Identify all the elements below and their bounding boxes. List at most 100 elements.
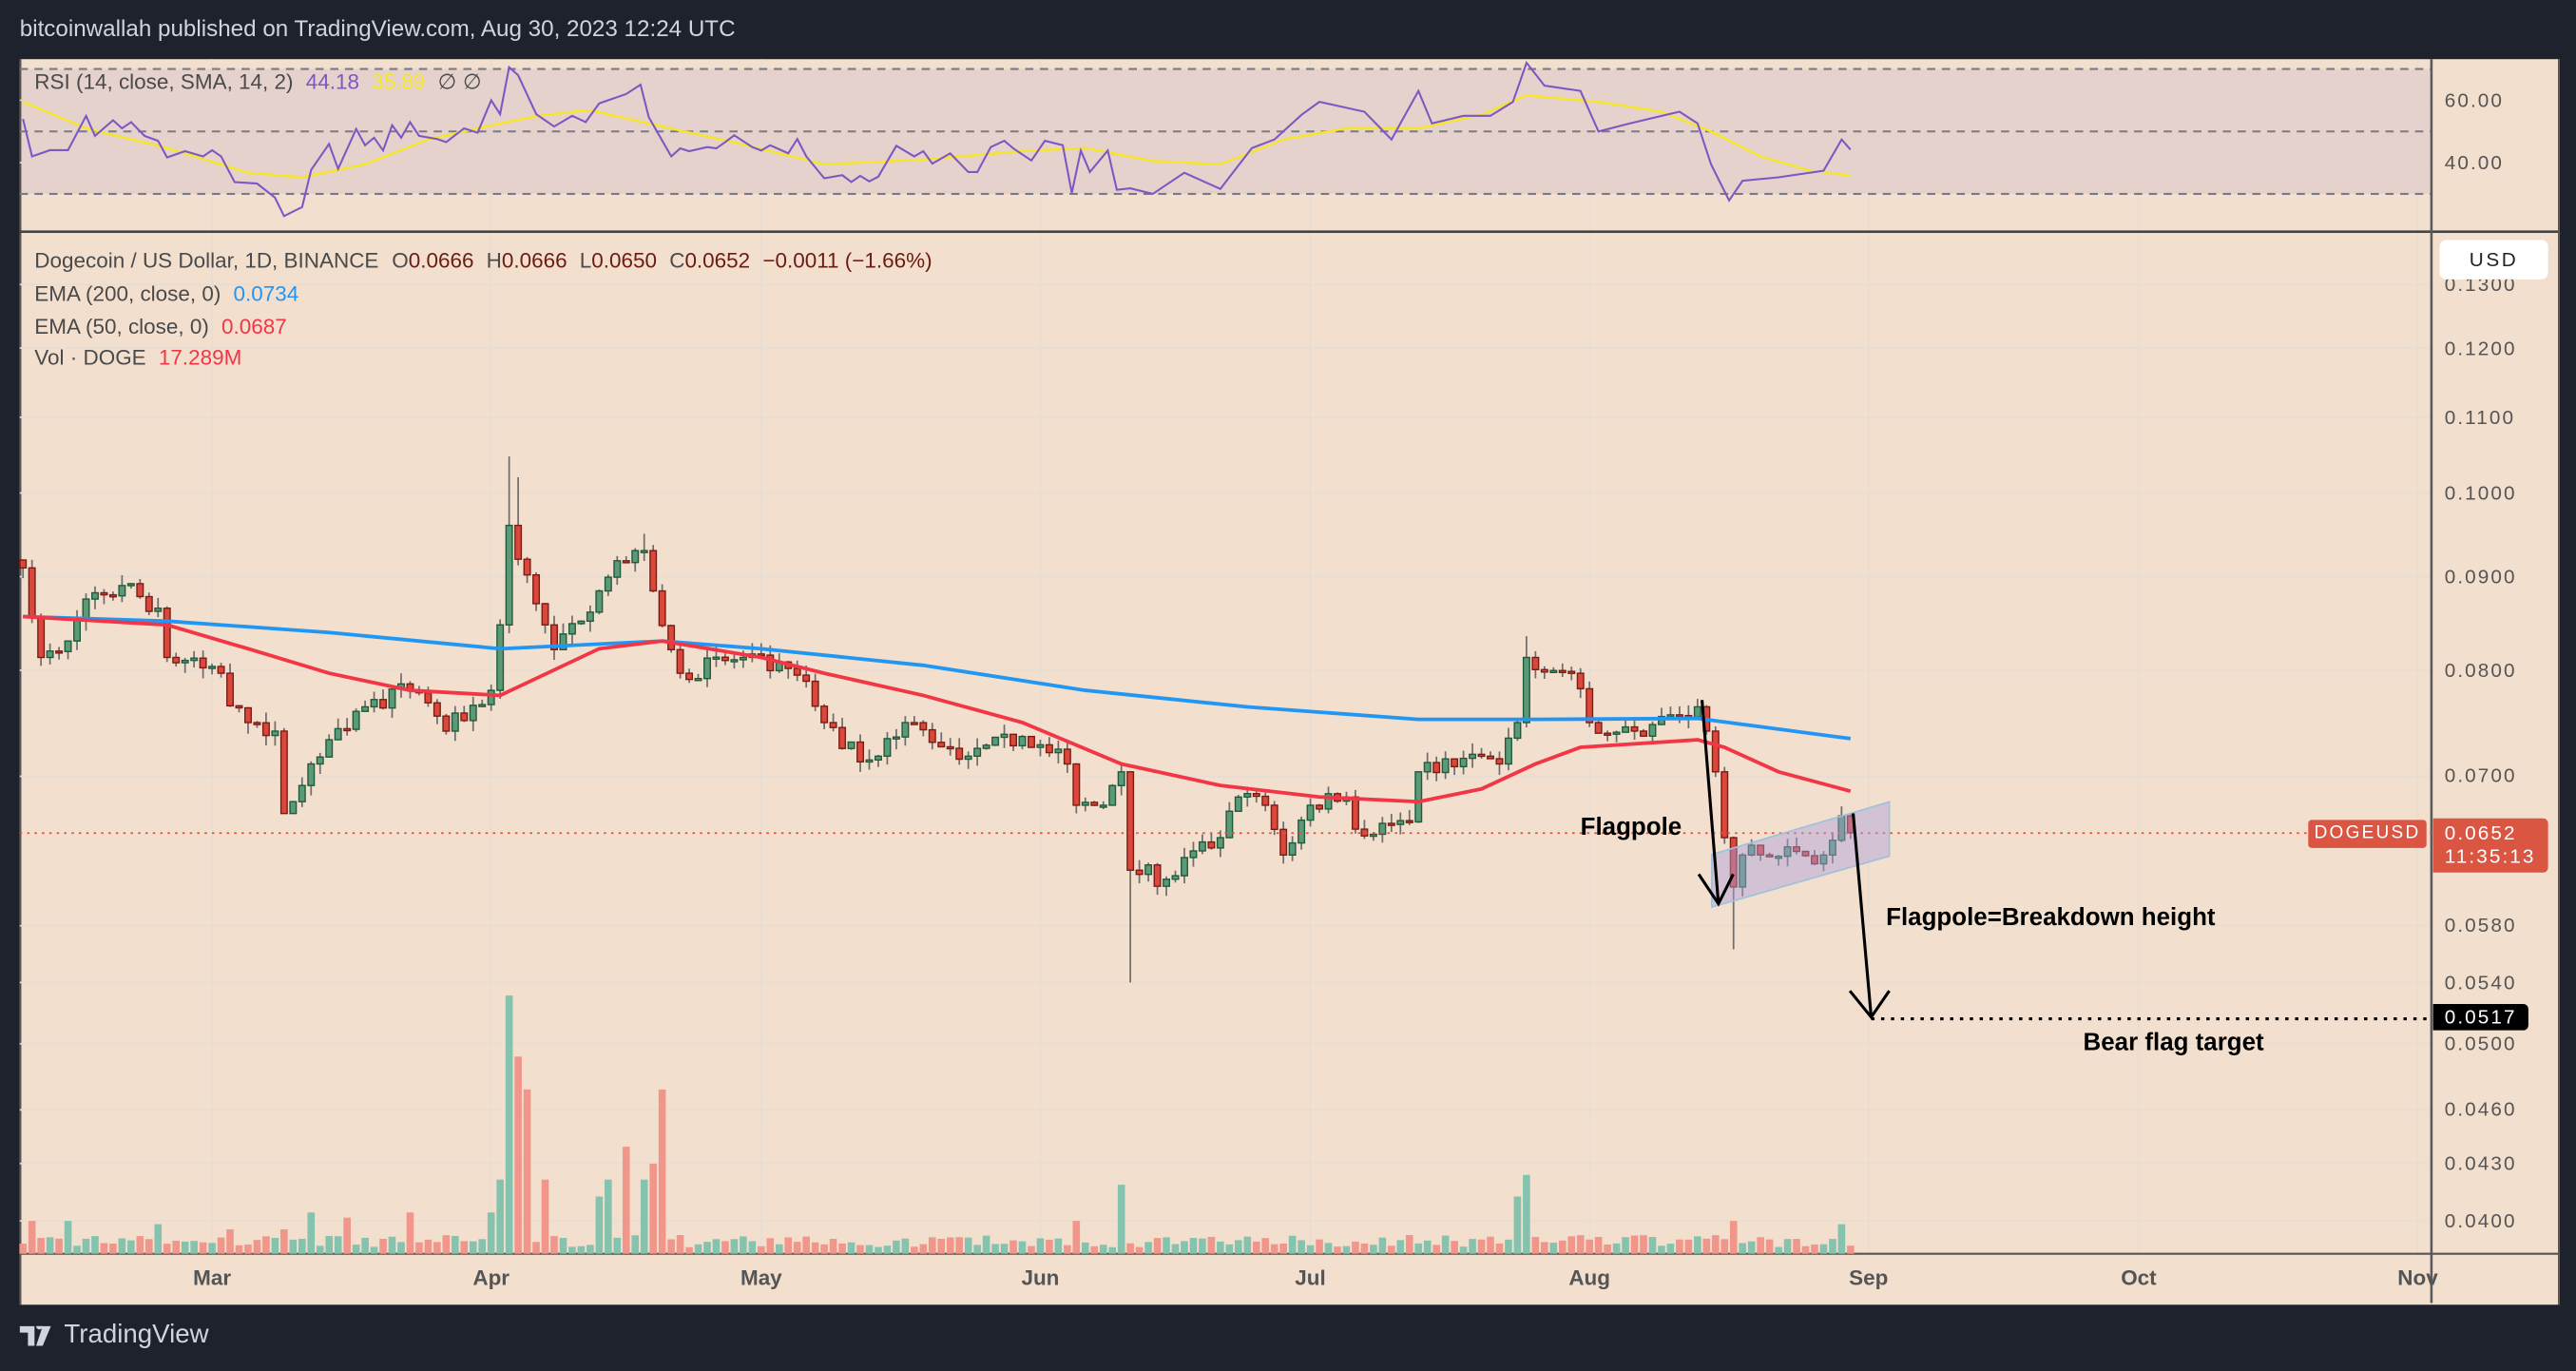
- target-price-label: 0.0517: [2432, 1004, 2528, 1031]
- volume-bar: [1666, 1244, 1675, 1254]
- candle-up: [1549, 669, 1558, 674]
- candle-down: [793, 667, 801, 676]
- volume-bar: [1594, 1237, 1603, 1254]
- volume-bar: [811, 1242, 819, 1254]
- candle-up: [90, 591, 99, 600]
- candle-down: [136, 583, 144, 598]
- brand-name: TradingView: [64, 1321, 209, 1349]
- candle-up: [694, 678, 702, 682]
- candle-down: [523, 558, 531, 576]
- volume-bar: [1270, 1244, 1278, 1254]
- volume-bar: [740, 1236, 747, 1254]
- ema50-value: 0.0687: [221, 314, 287, 339]
- candle-up: [316, 756, 324, 765]
- volume-bar: [1028, 1245, 1035, 1254]
- volume-bar: [1658, 1245, 1665, 1254]
- volume-bar: [208, 1243, 216, 1254]
- volume-bar: [1117, 1185, 1125, 1254]
- candle-up: [325, 739, 334, 758]
- volume-bar: [73, 1245, 81, 1254]
- volume-bar: [829, 1239, 837, 1254]
- ema200-legend[interactable]: EMA (200, close, 0) 0.0734: [34, 281, 305, 306]
- tradingview-logo[interactable]: TradingView: [19, 1321, 209, 1351]
- volume-bar: [901, 1238, 910, 1254]
- volume-bar: [1630, 1235, 1639, 1254]
- volume-bar: [1000, 1244, 1009, 1254]
- volume-bar: [1729, 1221, 1738, 1254]
- volume-bar: [163, 1244, 171, 1254]
- volume-bar: [1477, 1239, 1486, 1254]
- volume-bar: [1837, 1224, 1846, 1254]
- candle-down: [802, 674, 811, 683]
- candle-up: [577, 620, 586, 625]
- volume-bar: [550, 1236, 558, 1254]
- volume-bar: [1126, 1243, 1134, 1254]
- candle-down: [1045, 743, 1053, 754]
- volume-bar: [1396, 1240, 1405, 1254]
- candle-down: [1765, 854, 1774, 858]
- volume-bar: [1604, 1244, 1611, 1254]
- ema200-value: 0.0734: [233, 280, 299, 306]
- candle-up: [1693, 705, 1701, 718]
- candle-down: [1207, 840, 1216, 849]
- candle-up: [1612, 731, 1621, 735]
- candle-up: [559, 633, 567, 651]
- target-annotation[interactable]: Bear flag target: [2083, 1028, 2264, 1057]
- candle-down: [1793, 846, 1800, 853]
- candle-down: [1451, 758, 1459, 768]
- volume-bar: [1612, 1243, 1621, 1254]
- volume-bar: [1171, 1244, 1180, 1254]
- candle-down: [1586, 687, 1594, 724]
- month-label: Oct: [2121, 1265, 2157, 1290]
- candle-up: [487, 689, 495, 705]
- volume-bar: [911, 1246, 918, 1254]
- candle-down: [1567, 670, 1576, 674]
- candle-down: [955, 747, 964, 761]
- candle-down: [820, 705, 829, 724]
- volume-bar: [361, 1237, 369, 1254]
- candle-up: [1396, 820, 1405, 825]
- currency-button[interactable]: USD: [2439, 240, 2548, 280]
- symbol-legend[interactable]: Dogecoin / US Dollar, 1D, BINANCE O0.0666…: [34, 248, 938, 273]
- volume-bar: [46, 1237, 54, 1254]
- rsi-legend-label: RSI (14, close, SMA, 14, 2): [34, 68, 294, 94]
- candle-down: [532, 573, 541, 605]
- candle-down: [685, 672, 694, 681]
- candle-down: [343, 727, 352, 732]
- volume-bar: [1099, 1245, 1107, 1254]
- volume-bar: [541, 1179, 549, 1254]
- volume-bar: [1459, 1246, 1468, 1254]
- volume-bar: [1207, 1236, 1216, 1254]
- volume-bar: [1423, 1240, 1432, 1254]
- candle-down: [1279, 828, 1288, 856]
- volume-bar: [271, 1238, 279, 1254]
- breakdown-annotation[interactable]: Flagpole=Breakdown height: [1886, 903, 2216, 932]
- volume-bar: [1811, 1244, 1818, 1254]
- candle-up: [739, 656, 747, 661]
- candle-up: [46, 650, 54, 659]
- candle-down: [1270, 804, 1278, 831]
- rsi-legend[interactable]: RSI (14, close, SMA, 14, 2) 44.18 35.89 …: [34, 69, 488, 96]
- volume-bar: [1378, 1237, 1387, 1254]
- volume-bar: [955, 1237, 964, 1254]
- volume-bar: [559, 1238, 567, 1254]
- volume-bar: [1090, 1245, 1099, 1254]
- volume-bar: [1441, 1235, 1450, 1254]
- candle-up: [567, 623, 576, 635]
- candle-up: [1054, 748, 1063, 754]
- candle-down: [658, 589, 666, 627]
- candle-up: [1459, 757, 1468, 768]
- flagpole-annotation[interactable]: Flagpole: [1580, 813, 1682, 841]
- volume-bar: [505, 995, 513, 1254]
- ema50-legend[interactable]: EMA (50, close, 0) 0.0687: [34, 314, 293, 338]
- volume-legend[interactable]: Vol · DOGE 17.289M: [34, 345, 248, 370]
- symbol-price-tag: DOGEUSD: [2308, 820, 2427, 848]
- candle-down: [261, 722, 270, 737]
- candle-down: [928, 728, 936, 743]
- volume-bar: [1298, 1240, 1305, 1254]
- high-value: 0.0666: [501, 247, 567, 273]
- volume-bar: [100, 1243, 108, 1254]
- price-tick-label: 0.1100: [2444, 405, 2516, 429]
- candle-up: [1216, 837, 1224, 849]
